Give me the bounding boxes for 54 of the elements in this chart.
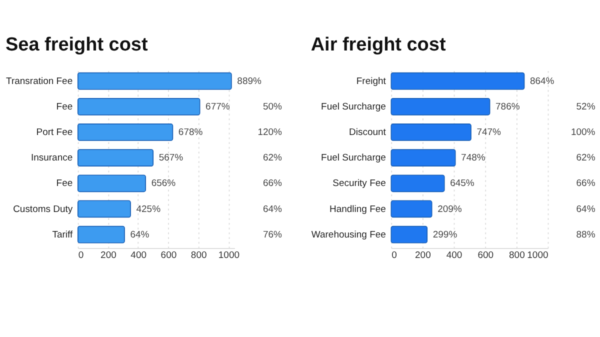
text: 88% (576, 229, 596, 240)
annotation: 864% (530, 76, 555, 87)
annotation: 677% (206, 101, 230, 112)
annotation: 425% (136, 204, 162, 215)
annotation: 747% (476, 127, 502, 138)
x-tick-label: 200 (415, 250, 431, 261)
text: 76% (262, 229, 283, 240)
x-tick-label: 200 (100, 250, 116, 261)
y-tick-label: Discount (349, 127, 386, 138)
y-tick-label: Fuel Surcharge (321, 101, 386, 112)
y-tick-label: Handling Fee (329, 204, 386, 215)
chart-title: Sea freight cost (5, 34, 148, 56)
y-tick-label: Port Fee (36, 127, 73, 138)
text: 100% (570, 127, 596, 138)
x-tick-label: 1000 (527, 250, 548, 261)
y-tick-label: Customs Duty (13, 204, 73, 215)
annotation: 678% (178, 127, 204, 138)
annotation: 786% (496, 101, 520, 112)
y-tick-label: Warehousing Fee (311, 229, 386, 240)
x-tick-label: 0 (78, 250, 84, 261)
chart-title: Air freight cost (310, 34, 446, 56)
x-tick-label: 400 (130, 250, 146, 261)
text: 64% (262, 204, 283, 215)
annotation: 748% (461, 152, 486, 164)
y-tick-label: Fee (56, 178, 73, 190)
annotation: 645% (450, 178, 475, 190)
x-tick-label: 400 (446, 250, 462, 261)
text: 889% (237, 76, 262, 87)
text: 52% (576, 101, 596, 112)
annotation: 299% (432, 229, 458, 240)
text: 120% (258, 127, 283, 138)
x-tick-label: 0 (392, 250, 397, 261)
x-tick-label: 600 (160, 250, 177, 261)
x-tick-label: 1000 (218, 250, 240, 261)
y-tick-label: Freight (356, 76, 386, 87)
annotation: 209% (438, 204, 462, 215)
y-tick-label: Fee (56, 101, 73, 112)
text: 50% (262, 101, 283, 112)
x-tick-label: 800 (509, 250, 525, 261)
annotation: 656% (151, 178, 176, 190)
y-tick-label: Security Fee (332, 178, 386, 190)
text: 62% (262, 152, 283, 164)
text: 66% (576, 178, 596, 190)
annotation: 64% (130, 229, 150, 240)
x-tick-label: 800 (190, 250, 207, 261)
x-tick-label: 600 (478, 250, 494, 261)
y-tick-label: Insurance (30, 152, 73, 164)
annotation: 567% (158, 152, 184, 164)
text: 66% (262, 178, 283, 190)
text: 62% (576, 152, 596, 164)
text: 64% (576, 204, 596, 215)
y-tick-label: Fuel Surcharge (321, 152, 386, 164)
y-tick-label: Transration Fee (6, 76, 73, 87)
y-tick-label: Tariff (52, 229, 73, 240)
